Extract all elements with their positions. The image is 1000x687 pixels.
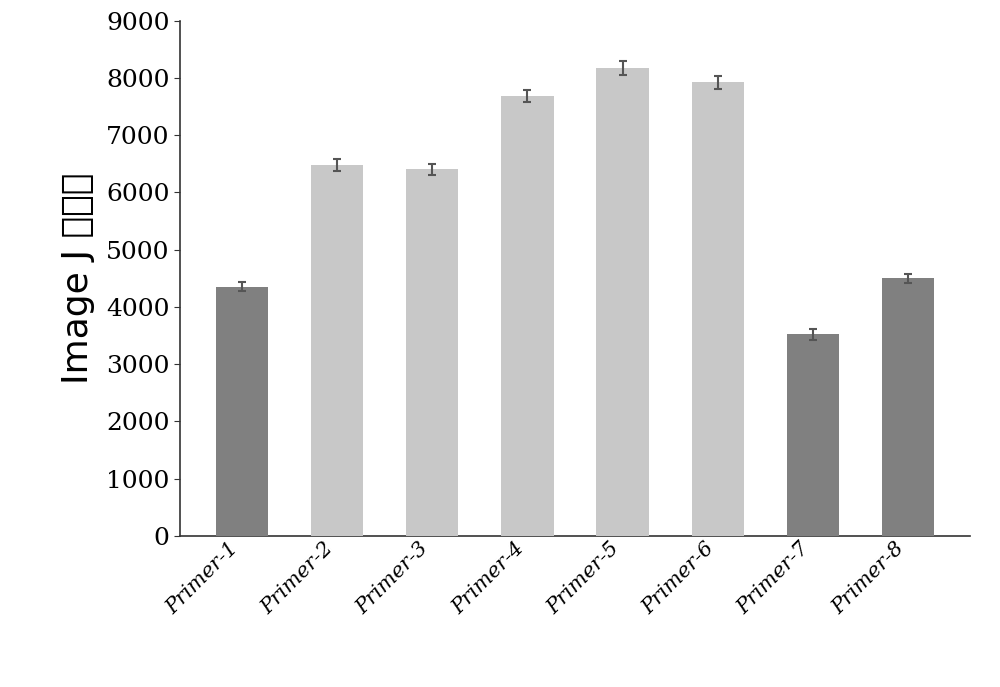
Bar — [787, 335, 839, 536]
Bar — [882, 278, 934, 536]
Bar — [692, 82, 744, 536]
Bar — [501, 96, 554, 536]
Y-axis label: Image J 灰度値: Image J 灰度値 — [61, 172, 95, 384]
Bar — [406, 170, 458, 536]
Bar — [596, 68, 649, 536]
Bar — [216, 287, 268, 536]
Bar — [311, 165, 363, 536]
